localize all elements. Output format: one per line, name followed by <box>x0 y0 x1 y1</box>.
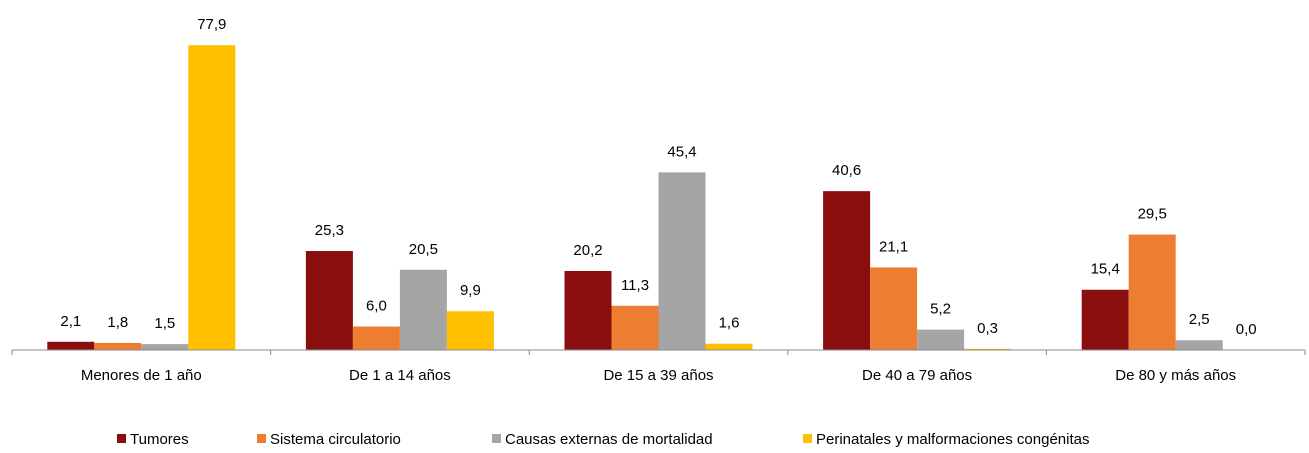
data-label: 40,6 <box>832 162 861 179</box>
legend-swatch <box>492 434 501 443</box>
bar <box>1175 340 1223 350</box>
bar <box>705 343 753 350</box>
bar <box>658 172 706 350</box>
data-label: 20,2 <box>573 242 602 259</box>
data-label: 25,3 <box>315 222 344 239</box>
bar <box>1081 289 1129 350</box>
bar <box>399 269 447 350</box>
data-label: 1,5 <box>154 315 175 332</box>
bar <box>564 270 612 350</box>
data-label: 6,0 <box>366 297 387 314</box>
data-label: 77,9 <box>197 16 226 33</box>
bar <box>823 191 871 350</box>
x-tick-label: Menores de 1 año <box>81 367 202 384</box>
data-label: 20,5 <box>409 241 438 258</box>
data-label: 29,5 <box>1138 206 1167 223</box>
bar <box>47 341 95 350</box>
bar <box>305 251 353 350</box>
data-label: 1,8 <box>107 314 128 331</box>
data-label: 9,9 <box>460 282 481 299</box>
legend-swatch <box>117 434 126 443</box>
legend-label: Perinatales y malformaciones congénitas <box>816 431 1089 448</box>
data-label: 45,4 <box>667 143 696 160</box>
data-label: 0,0 <box>1236 321 1257 338</box>
legend-label: Tumores <box>130 431 189 448</box>
bar <box>1128 234 1176 350</box>
x-tick-label: De 40 a 79 años <box>862 367 972 384</box>
legend-swatch <box>803 434 812 443</box>
legend-label: Sistema circulatorio <box>270 431 401 448</box>
legend-swatch <box>257 434 266 443</box>
bar <box>94 342 142 350</box>
data-label: 15,4 <box>1091 261 1120 278</box>
data-label: 5,2 <box>930 301 951 318</box>
x-tick-label: De 80 y más años <box>1115 367 1236 384</box>
x-tick-label: De 1 a 14 años <box>349 367 451 384</box>
bar <box>446 311 494 350</box>
data-label: 1,6 <box>719 315 740 332</box>
bar <box>141 344 189 350</box>
data-label: 2,1 <box>60 313 81 330</box>
bar <box>352 326 400 350</box>
bar <box>188 45 236 351</box>
bar <box>611 305 659 350</box>
data-label: 2,5 <box>1189 311 1210 328</box>
bar <box>870 267 918 350</box>
legend-label: Causas externas de mortalidad <box>505 431 713 448</box>
bar <box>964 348 1012 350</box>
bar <box>917 329 965 350</box>
data-label: 21,1 <box>879 238 908 255</box>
data-label: 11,3 <box>621 277 649 294</box>
x-tick-label: De 15 a 39 años <box>603 367 713 384</box>
data-label: 0,3 <box>977 320 998 337</box>
